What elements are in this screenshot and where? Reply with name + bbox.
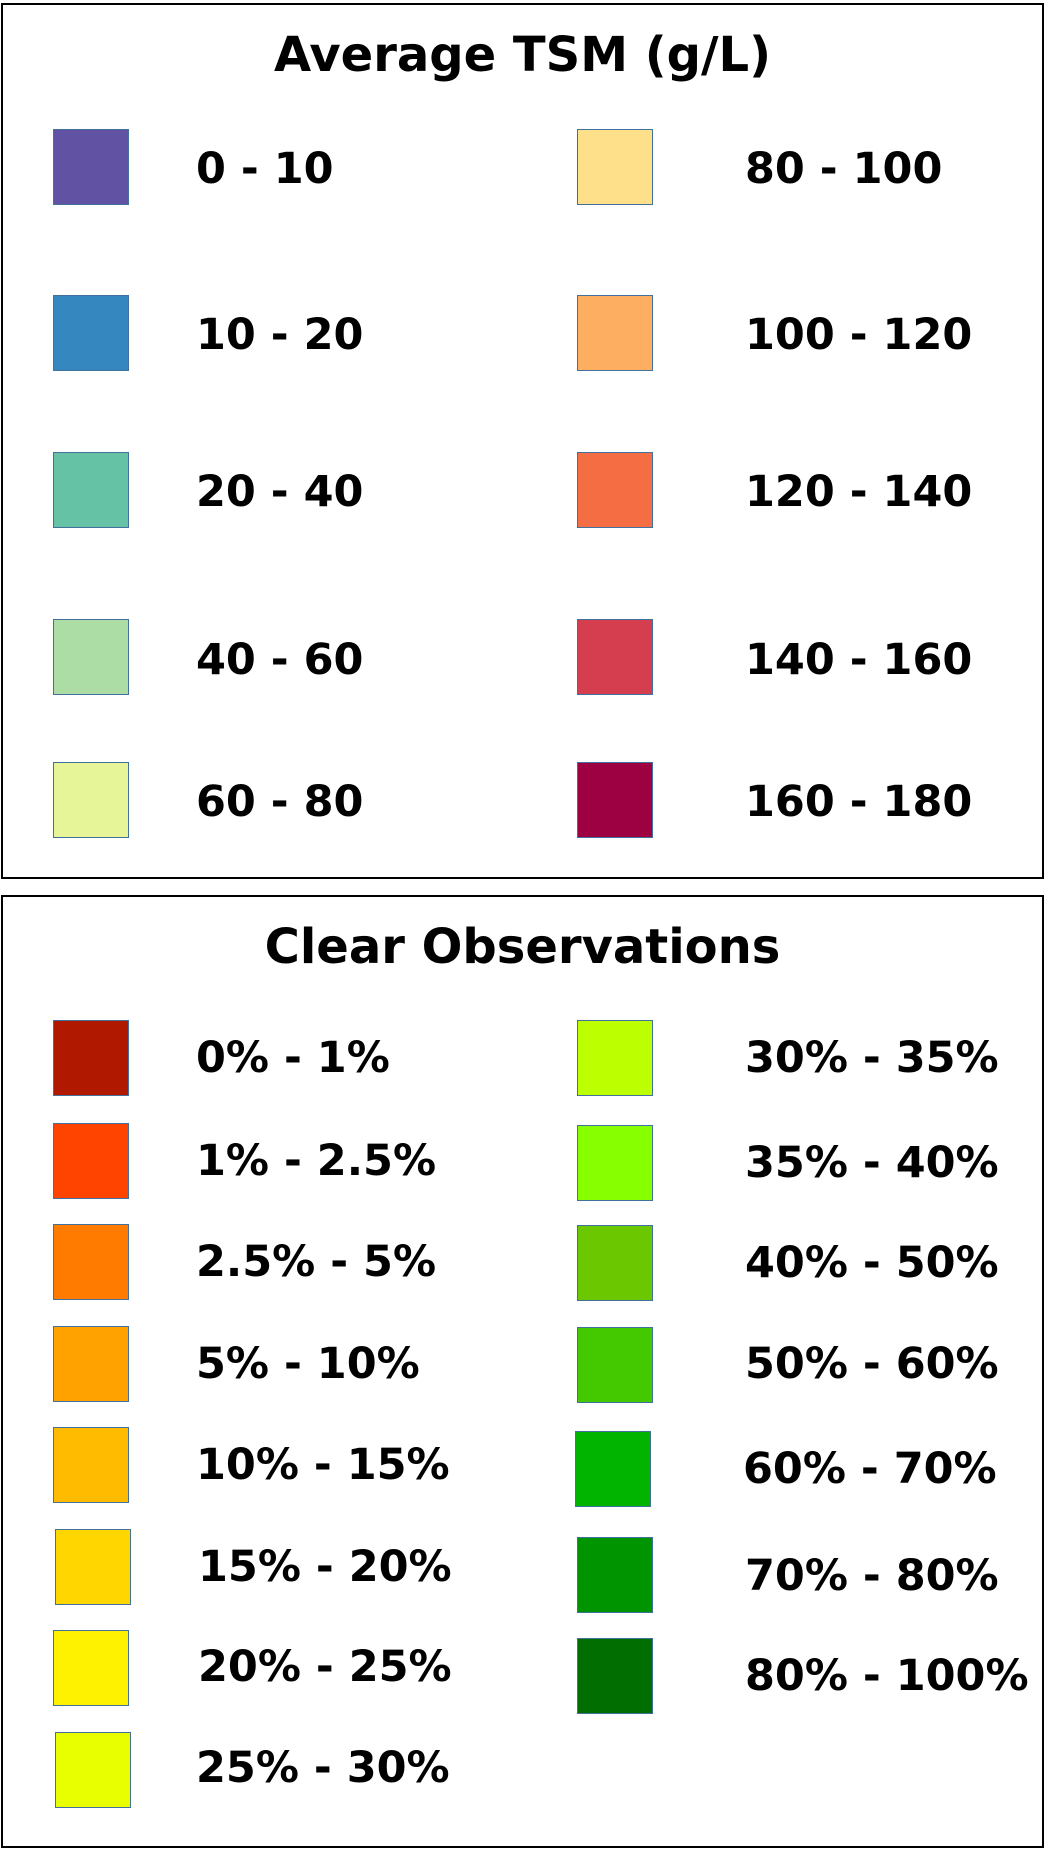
tsm-label-3: 40 - 60 [196,635,364,685]
obs-swatch-9 [577,1125,653,1201]
tsm-label-7: 120 - 140 [745,467,973,517]
tsm-swatch-1 [53,295,129,371]
obs-label-6: 20% - 25% [198,1642,452,1692]
obs-swatch-1 [53,1123,129,1199]
tsm-label-4: 60 - 80 [196,777,364,827]
obs-label-14: 80% - 100% [745,1651,1029,1701]
obs-label-1: 1% - 2.5% [196,1136,437,1186]
observations-legend-title: Clear Observations [264,919,781,975]
obs-swatch-14 [577,1638,653,1714]
tsm-swatch-2 [53,452,129,528]
tsm-swatch-8 [577,619,653,695]
tsm-swatch-0 [53,129,129,205]
tsm-swatch-4 [53,762,129,838]
tsm-swatch-3 [53,619,129,695]
tsm-label-0: 0 - 10 [196,144,334,194]
obs-swatch-13 [577,1537,653,1613]
obs-swatch-8 [577,1020,653,1096]
tsm-label-9: 160 - 180 [745,777,973,827]
tsm-swatch-5 [577,129,653,205]
obs-swatch-12 [575,1431,651,1507]
obs-label-13: 70% - 80% [745,1551,999,1601]
tsm-swatch-9 [577,762,653,838]
tsm-legend-panel: Average TSM (g/L) 0 - 10 10 - 20 20 - 40… [1,3,1044,879]
observations-legend-panel: Clear Observations 0% - 1% 1% - 2.5% 2.5… [1,895,1044,1848]
obs-label-7: 25% - 30% [196,1743,450,1793]
tsm-label-2: 20 - 40 [196,467,364,517]
obs-label-5: 15% - 20% [198,1542,452,1592]
obs-swatch-4 [53,1427,129,1503]
obs-label-9: 35% - 40% [745,1138,999,1188]
obs-label-8: 30% - 35% [745,1033,999,1083]
obs-label-2: 2.5% - 5% [196,1237,437,1287]
tsm-swatch-7 [577,452,653,528]
obs-swatch-2 [53,1224,129,1300]
obs-swatch-0 [53,1020,129,1096]
obs-label-3: 5% - 10% [196,1339,420,1389]
tsm-swatch-6 [577,295,653,371]
obs-label-0: 0% - 1% [196,1033,390,1083]
obs-swatch-7 [55,1732,131,1808]
obs-swatch-5 [55,1529,131,1605]
obs-swatch-10 [577,1225,653,1301]
obs-label-10: 40% - 50% [745,1238,999,1288]
tsm-label-1: 10 - 20 [196,310,364,360]
tsm-label-8: 140 - 160 [745,635,973,685]
obs-label-11: 50% - 60% [745,1339,999,1389]
obs-swatch-6 [53,1630,129,1706]
obs-swatch-3 [53,1326,129,1402]
tsm-label-6: 100 - 120 [745,310,973,360]
tsm-legend-title: Average TSM (g/L) [273,27,772,83]
tsm-label-5: 80 - 100 [745,144,943,194]
obs-swatch-11 [577,1327,653,1403]
obs-label-4: 10% - 15% [196,1440,450,1490]
obs-label-12: 60% - 70% [743,1444,997,1494]
